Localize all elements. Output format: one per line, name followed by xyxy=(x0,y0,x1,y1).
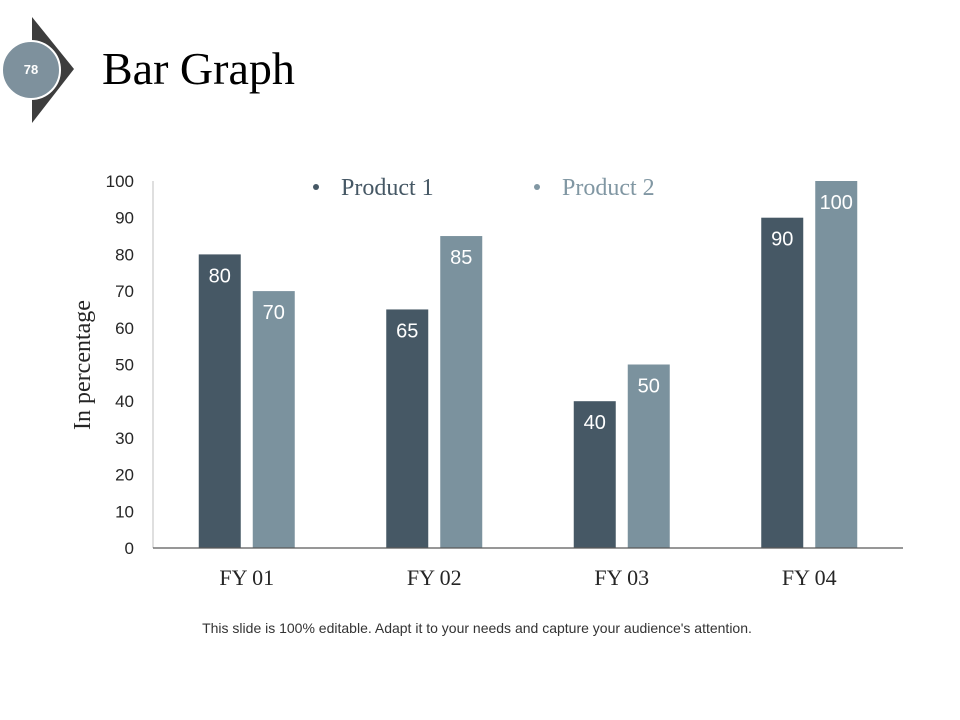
data-label: 100 xyxy=(820,192,853,214)
y-tick-label: 30 xyxy=(115,429,134,448)
data-label: 65 xyxy=(396,320,418,342)
y-tick-label: 60 xyxy=(115,319,134,338)
data-label: 80 xyxy=(209,265,231,287)
data-label: 40 xyxy=(584,412,606,434)
legend-bullet-icon xyxy=(313,184,319,190)
legend-item: Product 2 xyxy=(562,175,655,201)
legend: Product 1 Product 2 xyxy=(313,175,655,201)
bar xyxy=(386,309,429,548)
bar xyxy=(627,364,670,548)
x-tick-label: FY 03 xyxy=(594,565,649,590)
bar xyxy=(761,217,804,548)
bars: 80 70 65 85 40 50 90 100 xyxy=(198,181,858,549)
y-tick-label: 90 xyxy=(115,209,134,228)
legend-bullet-icon xyxy=(534,184,540,190)
y-tick-label: 0 xyxy=(125,539,134,558)
bar xyxy=(252,291,295,548)
y-tick-label: 10 xyxy=(115,502,134,521)
y-tick-label: 20 xyxy=(115,466,134,485)
bar xyxy=(198,254,241,548)
data-label: 50 xyxy=(638,376,660,398)
y-tick-label: 70 xyxy=(115,282,134,301)
y-tick-label: 50 xyxy=(115,356,134,375)
x-axis-ticks: FY 01 FY 02 FY 03 FY 04 xyxy=(219,565,836,590)
page-number: 78 xyxy=(23,62,39,77)
slide-badge xyxy=(1,17,74,123)
x-tick-label: FY 02 xyxy=(407,565,462,590)
legend-item: Product 1 xyxy=(341,175,434,201)
data-label: 85 xyxy=(450,247,472,269)
footer-note: This slide is 100% editable. Adapt it to… xyxy=(202,620,752,636)
y-axis-label: In percentage xyxy=(70,300,96,430)
y-tick-label: 40 xyxy=(115,392,134,411)
bar xyxy=(440,236,483,549)
y-tick-label: 80 xyxy=(115,245,134,264)
badge-circle xyxy=(1,40,61,100)
y-tick-label: 100 xyxy=(106,172,134,191)
x-tick-label: FY 04 xyxy=(782,565,837,590)
bar xyxy=(815,181,858,548)
bar xyxy=(573,401,616,548)
y-axis-ticks: 0 10 20 30 40 50 60 70 80 90 100 xyxy=(106,172,134,558)
x-tick-label: FY 01 xyxy=(219,565,274,590)
data-label: 90 xyxy=(771,229,793,251)
data-label: 70 xyxy=(263,302,285,324)
page-title: Bar Graph xyxy=(102,43,295,94)
